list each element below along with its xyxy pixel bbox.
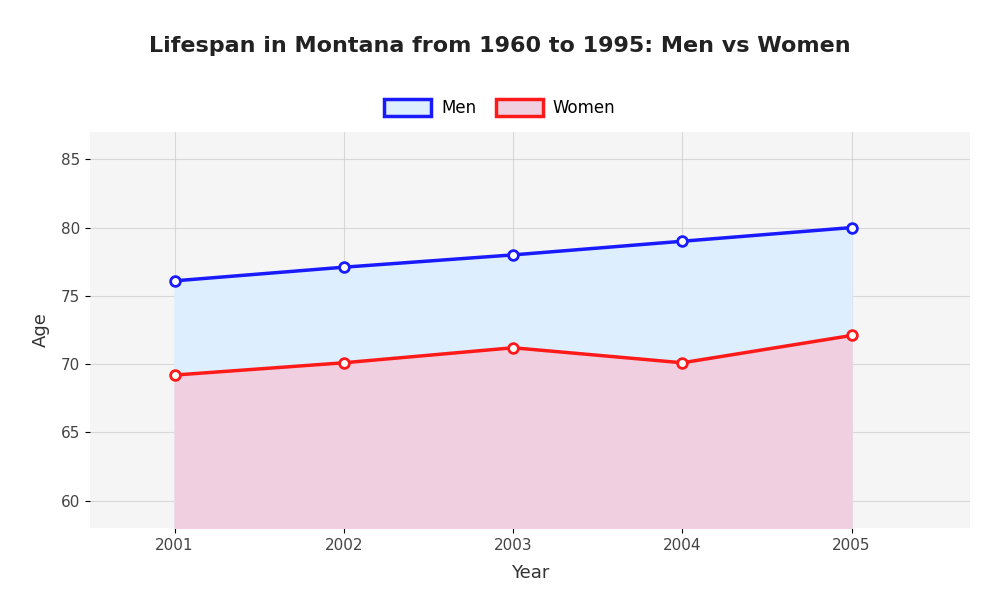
X-axis label: Year: Year — [511, 564, 549, 582]
Men — [676, 238, 688, 245]
Legend: Men, Women: Men, Women — [378, 92, 622, 124]
Line: Women: Women — [170, 331, 856, 380]
Men — [169, 277, 181, 284]
Men — [846, 224, 858, 231]
Men — [338, 263, 350, 271]
Women — [169, 371, 181, 379]
Women — [676, 359, 688, 367]
Y-axis label: Age: Age — [32, 313, 50, 347]
Women — [338, 359, 350, 367]
Text: Lifespan in Montana from 1960 to 1995: Men vs Women: Lifespan in Montana from 1960 to 1995: M… — [149, 36, 851, 56]
Line: Men: Men — [170, 223, 856, 286]
Women — [846, 332, 858, 339]
Women — [507, 344, 519, 352]
Men — [507, 251, 519, 259]
